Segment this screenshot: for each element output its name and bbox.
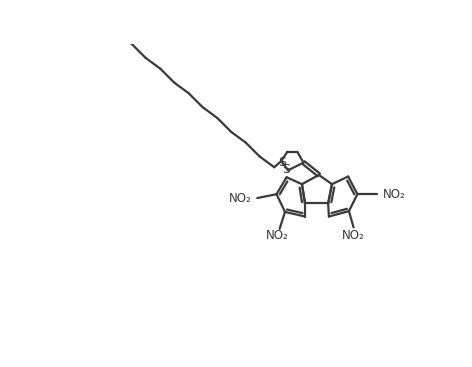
Text: NO₂: NO₂ [228, 192, 251, 204]
Text: NO₂: NO₂ [383, 188, 405, 201]
Text: S: S [283, 163, 291, 176]
Text: NO₂: NO₂ [342, 229, 365, 242]
Text: S: S [278, 156, 286, 169]
Text: NO₂: NO₂ [266, 229, 289, 242]
